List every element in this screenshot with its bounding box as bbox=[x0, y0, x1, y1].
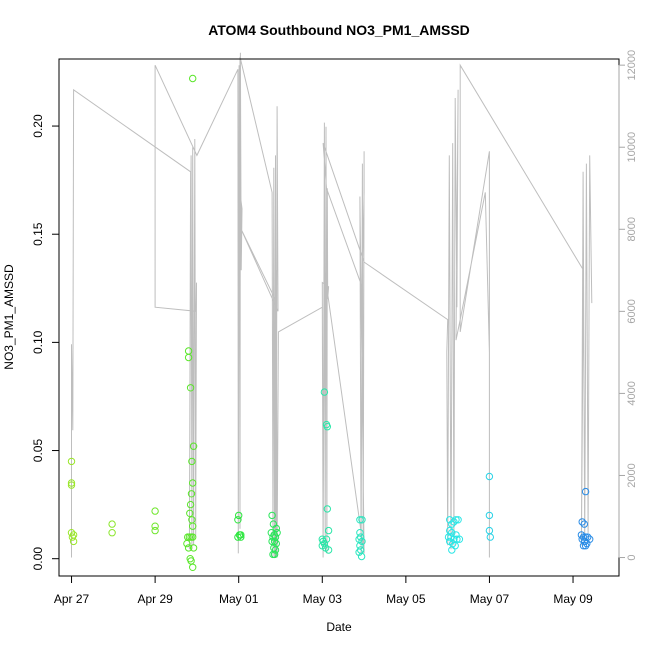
data-point bbox=[184, 353, 193, 362]
data-point bbox=[356, 516, 364, 524]
data-point bbox=[67, 479, 76, 487]
data-point bbox=[453, 535, 461, 543]
x-axis: Apr 27 Apr 29 May 01 May 03 May 05 May 07 May … bbox=[54, 575, 593, 606]
no3-points-series bbox=[67, 74, 594, 571]
data-point bbox=[186, 500, 195, 509]
altitude-line bbox=[71, 52, 593, 558]
data-point bbox=[272, 524, 280, 533]
data-point bbox=[151, 522, 159, 530]
data-point bbox=[108, 520, 116, 528]
data-point bbox=[455, 535, 464, 543]
y2-tick-label: 4000 bbox=[626, 381, 638, 405]
data-point bbox=[108, 529, 116, 537]
data-point bbox=[234, 516, 242, 524]
y2-tick-label: 0 bbox=[626, 554, 638, 560]
data-point bbox=[184, 544, 193, 552]
data-point bbox=[237, 531, 245, 539]
data-point bbox=[450, 518, 458, 526]
data-point bbox=[67, 529, 76, 537]
data-point bbox=[151, 507, 159, 515]
data-point bbox=[485, 472, 494, 481]
data-point bbox=[189, 442, 198, 450]
y-tick-label: 0.20 bbox=[31, 114, 45, 138]
plot-frame bbox=[58, 58, 620, 577]
x-tick-label: Apr 27 bbox=[54, 592, 90, 606]
y-tick-label: 0.15 bbox=[31, 222, 45, 246]
data-point bbox=[356, 529, 364, 537]
data-point bbox=[67, 457, 76, 466]
data-point bbox=[189, 522, 197, 530]
data-point bbox=[454, 516, 462, 524]
data-point bbox=[273, 529, 281, 537]
data-point bbox=[189, 563, 197, 571]
data-point bbox=[184, 347, 193, 355]
data-point bbox=[237, 533, 245, 541]
data-point bbox=[581, 542, 590, 550]
data-point bbox=[448, 520, 456, 528]
y-tick-label: 0.05 bbox=[31, 439, 45, 463]
data-point bbox=[357, 533, 365, 541]
data-point bbox=[187, 557, 195, 565]
data-point bbox=[579, 542, 588, 550]
x-axis-label: Date bbox=[326, 620, 352, 634]
data-point bbox=[189, 74, 197, 83]
data-point bbox=[358, 537, 366, 546]
data-point bbox=[357, 552, 366, 561]
data-point bbox=[355, 548, 363, 556]
data-point bbox=[448, 546, 456, 554]
data-point bbox=[580, 520, 588, 528]
data-point bbox=[324, 546, 333, 554]
data-point bbox=[485, 511, 494, 520]
data-point bbox=[189, 533, 197, 541]
data-point bbox=[581, 537, 589, 546]
altitude-series bbox=[71, 52, 593, 558]
y-tick-label: 0.10 bbox=[31, 330, 45, 354]
data-point bbox=[183, 539, 191, 548]
data-point bbox=[486, 533, 494, 541]
y2-tick-label: 6000 bbox=[626, 299, 638, 323]
y2-tick-label: 8000 bbox=[626, 217, 638, 241]
data-point bbox=[270, 550, 279, 559]
data-point bbox=[69, 531, 78, 539]
data-point bbox=[189, 479, 197, 487]
y-axis-label: NO3_PM1_AMSSD bbox=[2, 264, 16, 370]
y2-tick-label: 2000 bbox=[626, 463, 638, 487]
x-tick-label: May 09 bbox=[553, 592, 593, 606]
data-point bbox=[151, 526, 159, 535]
data-point bbox=[358, 516, 366, 524]
data-point bbox=[578, 518, 586, 526]
data-point bbox=[268, 537, 276, 546]
data-point bbox=[322, 535, 331, 543]
data-point bbox=[186, 509, 194, 517]
data-point bbox=[320, 539, 329, 548]
data-point bbox=[268, 511, 276, 520]
x-tick-label: May 05 bbox=[386, 592, 426, 606]
x-tick-label: May 03 bbox=[303, 592, 343, 606]
secondary-y-axis: 0 2000 4000 6000 8000 10000 12000 bbox=[618, 50, 638, 561]
y-tick-label: 0.00 bbox=[31, 547, 45, 571]
data-point bbox=[581, 487, 590, 496]
x-tick-label: May 07 bbox=[470, 592, 510, 606]
data-point bbox=[320, 388, 329, 396]
y-axis: 0.00 0.05 0.10 0.15 0.20 bbox=[31, 114, 60, 571]
data-point bbox=[189, 544, 198, 552]
data-point bbox=[271, 546, 280, 554]
data-point bbox=[269, 533, 277, 541]
y2-tick-label: 10000 bbox=[626, 132, 638, 163]
data-point bbox=[577, 531, 586, 539]
data-point bbox=[323, 423, 331, 431]
data-point bbox=[188, 457, 196, 466]
data-point bbox=[452, 516, 460, 524]
data-point bbox=[187, 490, 196, 498]
data-point bbox=[67, 481, 76, 489]
data-point bbox=[235, 511, 243, 520]
y2-tick-label: 12000 bbox=[626, 50, 638, 81]
chart-title: ATOM4 Southbound NO3_PM1_AMSSD bbox=[208, 22, 470, 38]
data-point bbox=[324, 526, 333, 535]
data-point bbox=[323, 505, 331, 513]
x-tick-label: May 01 bbox=[219, 592, 259, 606]
x-tick-label: Apr 29 bbox=[137, 592, 173, 606]
data-point bbox=[186, 384, 195, 392]
